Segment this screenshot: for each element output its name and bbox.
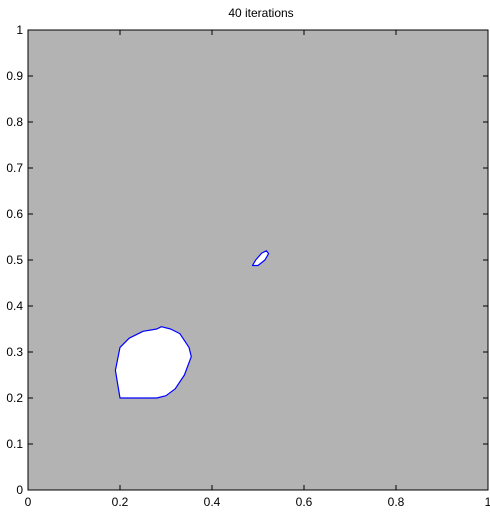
- y-tick-label: 0.2: [6, 391, 23, 405]
- x-tick-label: 0.4: [204, 495, 221, 509]
- x-tick-label: 0.2: [112, 495, 129, 509]
- y-tick-label: 0.7: [6, 161, 23, 175]
- y-tick-label: 0.6: [6, 207, 23, 221]
- x-tick-label: 1: [485, 495, 490, 509]
- y-tick-label: 0.1: [6, 437, 23, 451]
- y-tick-labels: 0 0.1 0.2 0.3 0.4 0.5 0.6 0.7 0.8 0.9 1: [6, 23, 23, 497]
- y-tick-label: 0.8: [6, 115, 23, 129]
- chart-title: 40 iterations: [228, 6, 293, 20]
- x-tick-label: 0.6: [296, 495, 313, 509]
- x-tick-labels: 0 0.2 0.4 0.6 0.8 1: [25, 495, 490, 509]
- y-tick-label: 0.9: [6, 69, 23, 83]
- y-tick-label: 0.3: [6, 345, 23, 359]
- x-tick-label: 0.8: [388, 495, 405, 509]
- y-tick-label: 0.5: [6, 253, 23, 267]
- y-tick-label: 0.4: [6, 299, 23, 313]
- y-tick-label: 1: [16, 23, 23, 37]
- x-tick-label: 0: [25, 495, 32, 509]
- y-tick-label: 0: [16, 483, 23, 497]
